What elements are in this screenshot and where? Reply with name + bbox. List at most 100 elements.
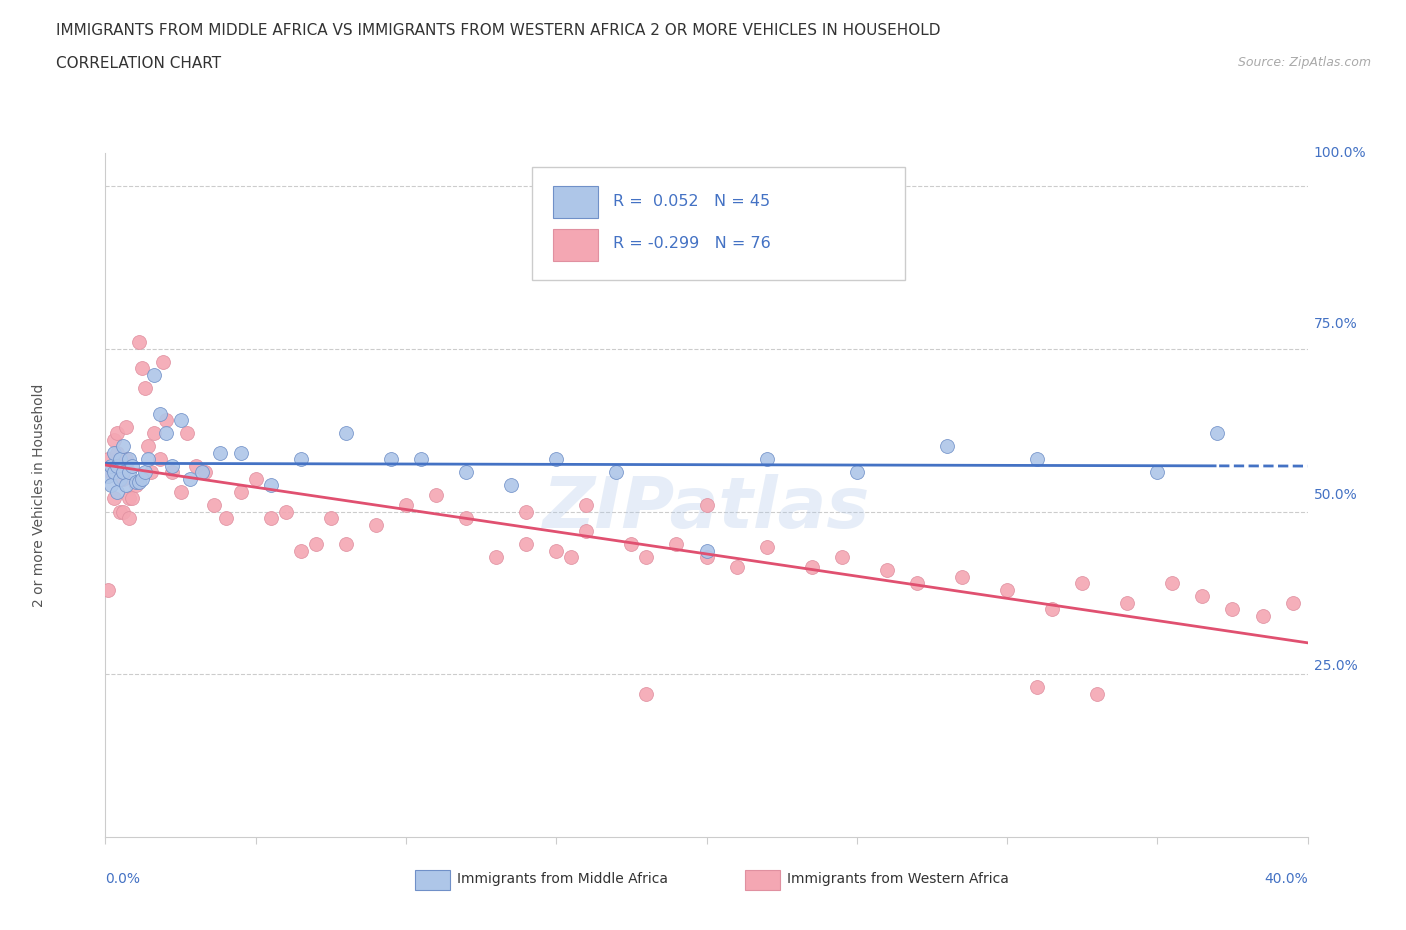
Point (995, 582, 1018, 597)
Point (155, 426, 177, 441)
Point (575, 498, 598, 512)
Point (118, 511, 141, 525)
Point (485, 550, 508, 565)
Point (136, 452, 159, 467)
Point (97, 452, 120, 467)
Point (118, 491, 141, 506)
Point (142, 426, 165, 441)
Point (260, 478, 283, 493)
Point (202, 498, 225, 512)
Point (1116, 595, 1139, 610)
Point (620, 537, 643, 551)
Point (290, 543, 312, 558)
Point (335, 426, 357, 441)
Point (190, 465, 212, 480)
Point (260, 511, 283, 525)
Point (184, 458, 207, 473)
Point (425, 488, 447, 503)
Point (560, 550, 582, 565)
Point (100, 458, 122, 473)
Point (103, 491, 125, 506)
Point (110, 472, 132, 486)
Point (845, 465, 868, 480)
Point (115, 452, 138, 467)
Point (1161, 576, 1184, 591)
Point (100, 478, 122, 493)
Point (1085, 686, 1108, 701)
Text: Immigrants from Western Africa: Immigrants from Western Africa (787, 871, 1010, 886)
Point (755, 539, 778, 554)
Point (755, 452, 778, 467)
Point (696, 498, 718, 512)
Point (245, 472, 267, 486)
Point (169, 485, 191, 499)
Point (1026, 452, 1049, 467)
Point (179, 472, 201, 486)
Point (208, 445, 231, 460)
Point (725, 560, 748, 575)
Point (229, 485, 252, 499)
Point (214, 511, 236, 525)
Point (546, 452, 568, 467)
Point (1026, 680, 1049, 695)
Point (103, 465, 125, 480)
Point (107, 445, 129, 460)
Point (115, 419, 138, 434)
Point (364, 517, 387, 532)
Point (800, 560, 823, 575)
Point (110, 472, 132, 486)
Point (274, 504, 297, 519)
Point (1071, 576, 1094, 591)
Point (575, 524, 598, 538)
Point (454, 511, 477, 525)
Point (152, 354, 174, 369)
Point (636, 550, 658, 565)
Point (1281, 595, 1303, 610)
Point (515, 537, 537, 551)
Point (107, 458, 129, 473)
Point (139, 465, 162, 480)
Point (115, 478, 138, 493)
Point (169, 413, 191, 428)
Point (124, 475, 146, 490)
Point (696, 550, 718, 565)
Point (112, 465, 135, 480)
Point (501, 478, 523, 493)
Point (131, 472, 153, 486)
Point (605, 465, 627, 480)
Point (131, 361, 153, 376)
Point (148, 452, 170, 467)
Point (128, 335, 150, 350)
Point (335, 537, 357, 551)
Point (380, 452, 402, 467)
Text: 25.0%: 25.0% (1313, 659, 1357, 673)
Text: IMMIGRANTS FROM MIDDLE AFRICA VS IMMIGRANTS FROM WESTERN AFRICA 2 OR MORE VEHICL: IMMIGRANTS FROM MIDDLE AFRICA VS IMMIGRA… (56, 23, 941, 38)
Point (831, 550, 853, 565)
Point (107, 426, 129, 441)
Point (124, 478, 146, 493)
Text: 75.0%: 75.0% (1313, 317, 1357, 331)
Point (176, 426, 198, 441)
Point (409, 452, 432, 467)
Point (118, 452, 141, 467)
Point (665, 537, 688, 551)
Point (134, 380, 156, 395)
Point (1040, 602, 1063, 617)
Point (100, 465, 122, 480)
Point (97, 469, 120, 484)
Point (136, 439, 159, 454)
Point (118, 465, 141, 480)
Bar (553, 186, 599, 219)
Point (395, 498, 418, 512)
Point (936, 439, 959, 454)
Point (696, 543, 718, 558)
Text: CORRELATION CHART: CORRELATION CHART (56, 56, 221, 71)
Point (142, 367, 165, 382)
Point (950, 569, 973, 584)
Text: Immigrants from Middle Africa: Immigrants from Middle Africa (457, 871, 668, 886)
Text: ZIPatlas: ZIPatlas (543, 474, 870, 543)
Point (229, 445, 252, 460)
Point (876, 563, 898, 578)
Point (1251, 608, 1274, 623)
Point (103, 432, 125, 447)
